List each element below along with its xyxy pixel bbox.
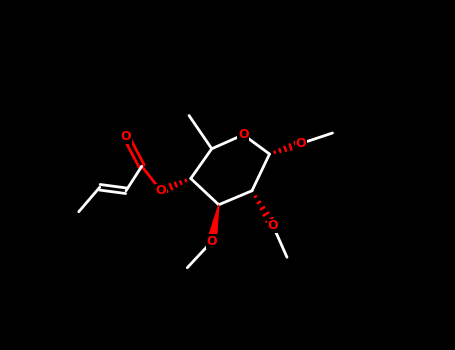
Text: O: O [156, 184, 167, 197]
Text: O: O [238, 128, 248, 141]
Text: O: O [268, 219, 278, 232]
Polygon shape [207, 205, 219, 242]
Text: O: O [296, 137, 306, 150]
Text: O: O [207, 235, 217, 248]
Text: O: O [121, 130, 131, 143]
